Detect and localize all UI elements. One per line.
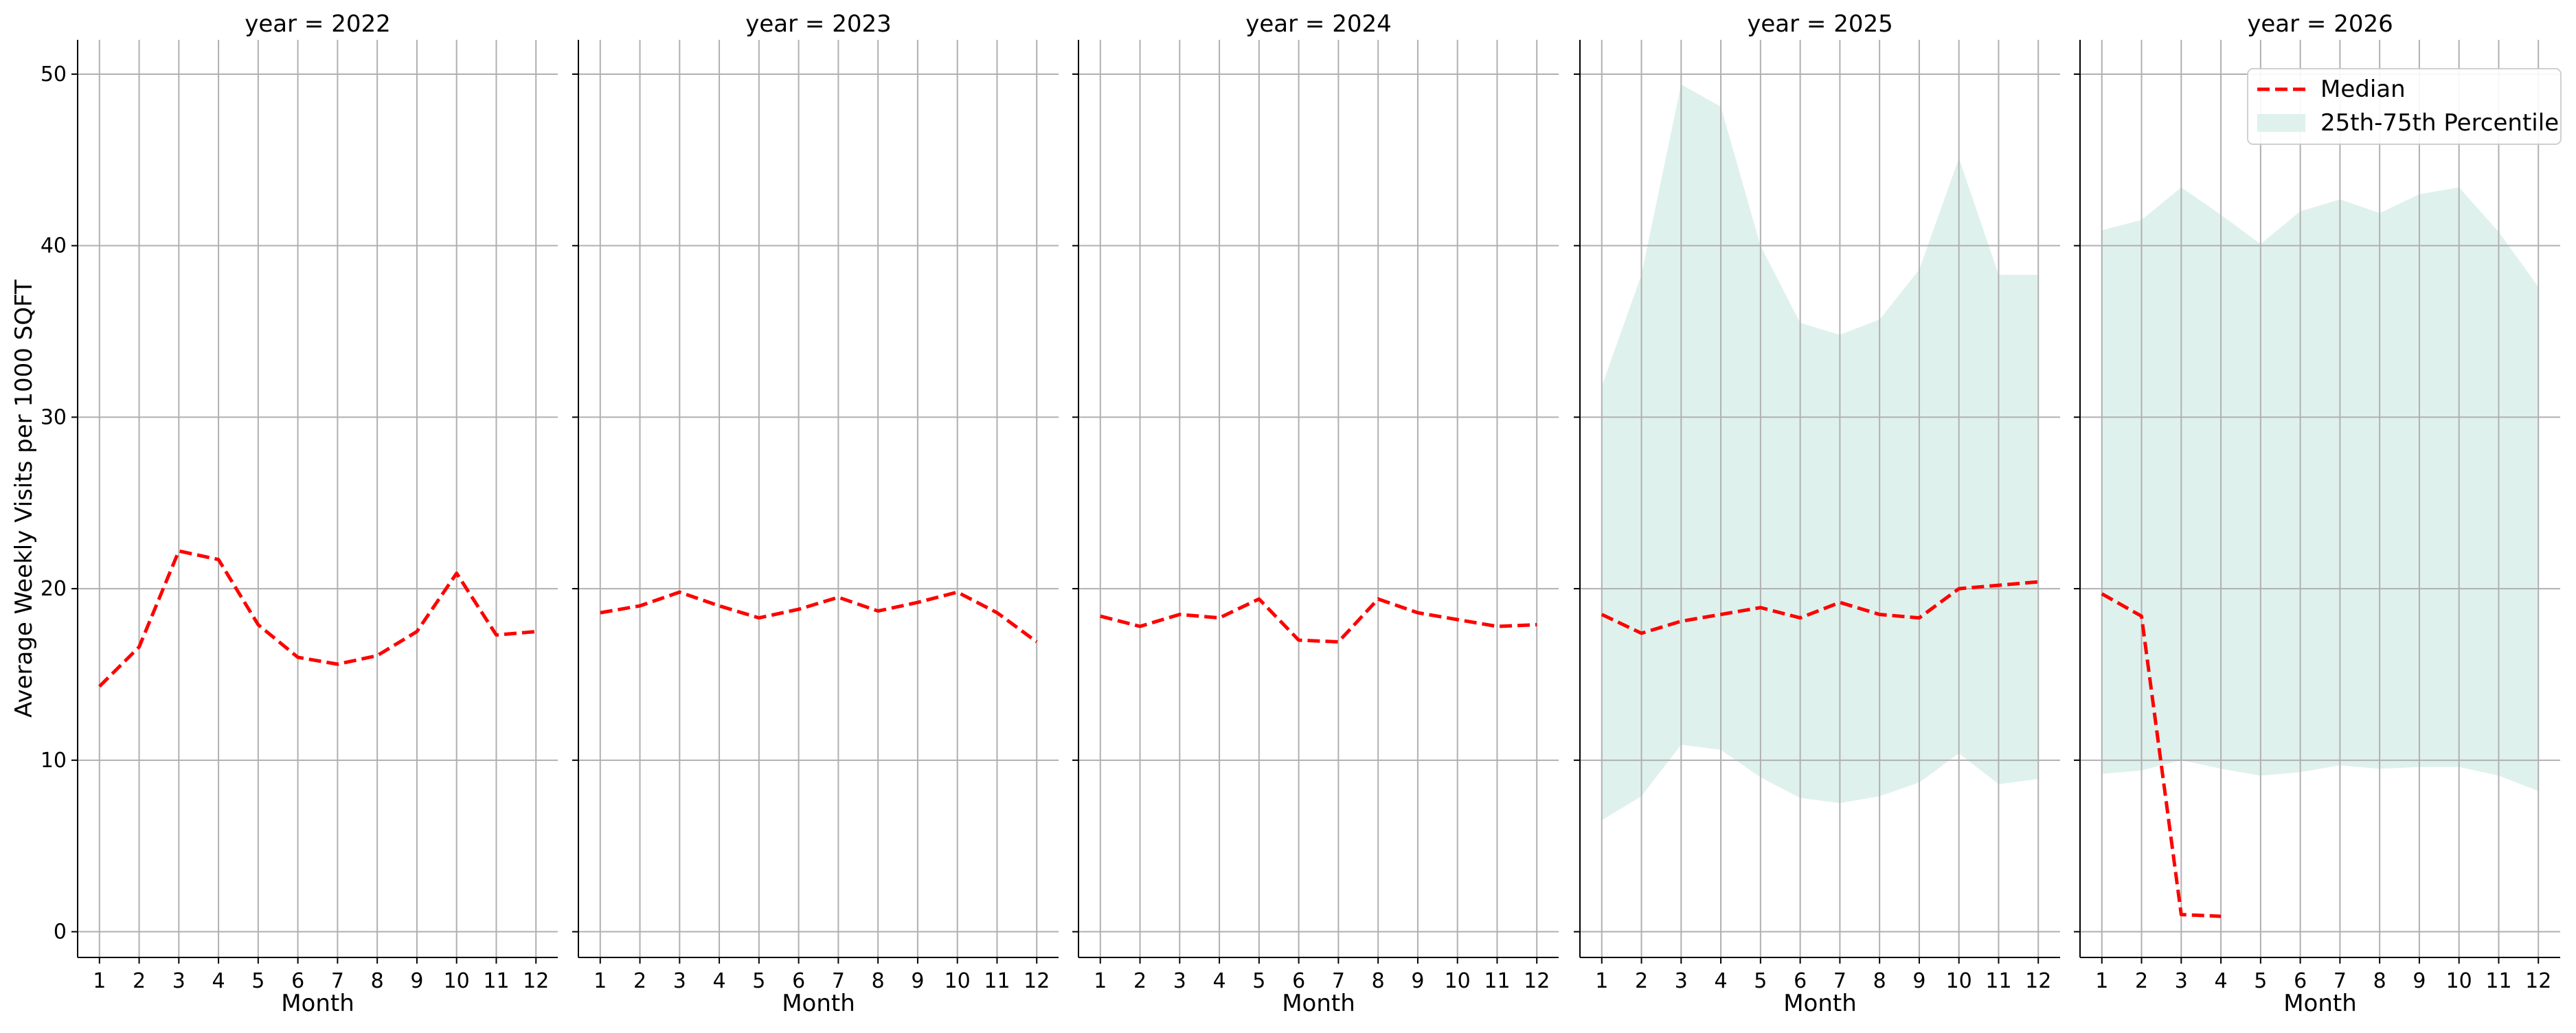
x-tick-label: 8: [371, 969, 384, 993]
y-axis-label: Average Weekly Visits per 1000 SQFT: [10, 280, 38, 718]
x-tick-label: 12: [2025, 969, 2051, 993]
x-tick-label: 3: [2175, 969, 2188, 993]
x-tick-label: 1: [1094, 969, 1107, 993]
x-tick-label: 4: [212, 969, 225, 993]
x-tick-label: 5: [2254, 969, 2267, 993]
x-axis-label: Month: [2283, 990, 2357, 1017]
x-axis-label: Month: [1783, 990, 1857, 1017]
legend-median-label: Median: [2320, 76, 2406, 103]
legend: Median 25th-75th Percentile: [2248, 69, 2561, 144]
x-tick-label: 2: [1635, 969, 1648, 993]
x-tick-label: 8: [2373, 969, 2386, 993]
legend-band-swatch: [2257, 114, 2305, 132]
x-tick-label: 10: [945, 969, 971, 993]
x-tick-label: 4: [1715, 969, 1728, 993]
y-tick-label: 40: [41, 234, 67, 258]
x-tick-label: 5: [1754, 969, 1767, 993]
x-tick-label: 9: [911, 969, 924, 993]
x-tick-label: 1: [93, 969, 106, 993]
x-tick-label: 11: [984, 969, 1010, 993]
x-tick-label: 9: [2413, 969, 2426, 993]
x-tick-label: 2: [633, 969, 646, 993]
x-tick-label: 1: [1595, 969, 1608, 993]
x-tick-label: 10: [444, 969, 470, 993]
x-tick-label: 4: [713, 969, 726, 993]
legend-band-label: 25th-75th Percentile: [2320, 109, 2559, 137]
x-tick-label: 5: [251, 969, 264, 993]
panel-title: year = 2023: [745, 10, 891, 38]
percentile-band: [2102, 188, 2538, 791]
x-tick-label: 4: [2215, 969, 2228, 993]
x-tick-label: 9: [1411, 969, 1424, 993]
x-tick-label: 8: [872, 969, 885, 993]
x-tick-label: 10: [1445, 969, 1471, 993]
x-tick-label: 1: [594, 969, 607, 993]
x-tick-label: 3: [1675, 969, 1688, 993]
x-tick-label: 2: [133, 969, 146, 993]
x-tick-label: 5: [1252, 969, 1265, 993]
median-line: [600, 592, 1037, 642]
x-tick-label: 4: [1213, 969, 1226, 993]
x-axis-label: Month: [281, 990, 354, 1017]
x-tick-label: 2: [2135, 969, 2148, 993]
x-tick-label: 9: [1912, 969, 1925, 993]
x-tick-label: 9: [410, 969, 423, 993]
y-tick-label: 50: [41, 63, 67, 87]
x-tick-label: 3: [172, 969, 185, 993]
x-tick-label: 12: [1024, 969, 1050, 993]
y-tick-label: 30: [41, 405, 67, 429]
panel-title: year = 2022: [245, 10, 390, 38]
median-line: [100, 551, 536, 686]
x-tick-label: 11: [2485, 969, 2511, 993]
x-axis-label: Month: [782, 990, 855, 1017]
percentile-band: [1602, 84, 2038, 820]
y-tick-label: 0: [54, 920, 67, 944]
x-tick-label: 12: [2525, 969, 2551, 993]
x-tick-label: 10: [1946, 969, 1972, 993]
x-tick-label: 5: [752, 969, 765, 993]
x-tick-label: 10: [2446, 969, 2472, 993]
x-tick-label: 11: [483, 969, 509, 993]
x-tick-label: 1: [2095, 969, 2108, 993]
x-tick-label: 12: [1524, 969, 1550, 993]
y-tick-label: 10: [41, 749, 67, 773]
x-tick-label: 8: [1873, 969, 1886, 993]
x-axis-label: Month: [1282, 990, 1355, 1017]
x-tick-label: 3: [673, 969, 686, 993]
x-tick-label: 12: [523, 969, 549, 993]
x-tick-label: 11: [1985, 969, 2011, 993]
y-tick-label: 20: [41, 577, 67, 601]
x-tick-label: 2: [1133, 969, 1146, 993]
panel-title: year = 2026: [2247, 10, 2393, 38]
x-tick-label: 3: [1173, 969, 1186, 993]
median-line: [1100, 599, 1537, 642]
x-tick-label: 8: [1372, 969, 1385, 993]
x-tick-label: 11: [1484, 969, 1510, 993]
panel-title: year = 2024: [1245, 10, 1391, 38]
panel-title: year = 2025: [1747, 10, 1893, 38]
